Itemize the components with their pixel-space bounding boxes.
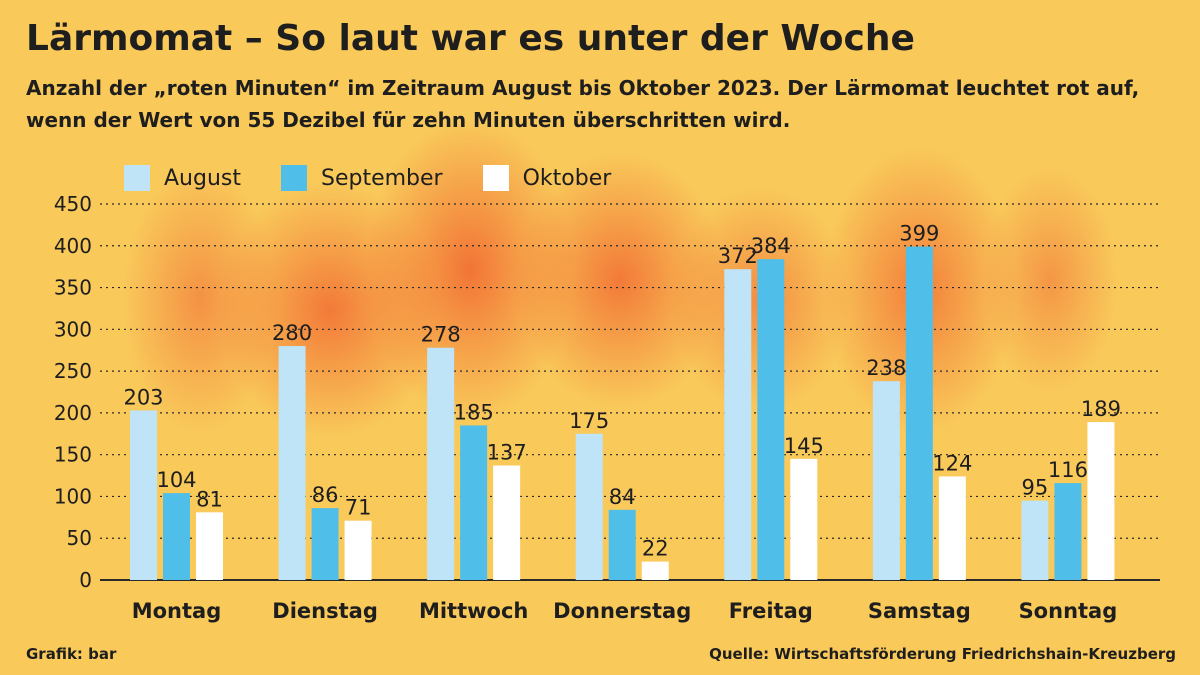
y-tick-label-200: 200 [54,401,92,425]
value-label-donnerstag-oktober: 22 [642,537,669,561]
bar-dienstag-oktober [344,520,372,580]
category-label-montag: Montag [132,599,222,623]
legend-item-september: September [281,165,443,191]
value-label-dienstag-september: 86 [312,483,339,507]
value-label-sonntag-august: 95 [1022,476,1049,500]
y-tick-label-300: 300 [54,317,92,341]
bar-sonntag-oktober [1087,422,1115,580]
bar-freitag-august [724,269,752,580]
value-label-mittwoch-september: 185 [454,400,494,424]
value-label-dienstag-oktober: 71 [345,496,372,520]
legend-swatch-oktober [482,165,509,191]
legend-swatch-august [124,165,150,191]
legend-label-september: September [321,165,443,191]
value-label-mittwoch-august: 278 [421,323,461,347]
bar-samstag-september [905,246,933,580]
value-label-montag-oktober: 81 [196,487,223,511]
category-label-dienstag: Dienstag [272,599,378,623]
bar-sonntag-september [1054,483,1082,580]
bar-montag-september [163,493,190,580]
category-label-mittwoch: Mittwoch [419,599,528,623]
y-tick-label-100: 100 [54,484,92,508]
bar-mittwoch-august [427,347,455,580]
value-label-samstag-september: 399 [899,222,939,246]
bar-freitag-september [757,259,785,580]
legend-swatch-september [281,165,307,191]
bar-dienstag-august [278,346,306,580]
y-tick-label-450: 450 [54,192,92,216]
credit: Grafik: bar [26,645,117,663]
category-label-donnerstag: Donnerstag [553,599,691,623]
legend-item-oktober: Oktober [482,165,612,191]
bar-mittwoch-oktober [493,465,521,580]
bar-donnerstag-oktober [641,561,669,580]
y-tick-label-50: 50 [67,526,92,550]
chart-subtitle: Anzahl der „roten Minuten“ im Zeitraum A… [26,76,1140,132]
bar-montag-oktober [196,512,223,580]
bar-sonntag-august [1021,500,1049,580]
bar-donnerstag-september [608,509,636,580]
y-tick-label-350: 350 [54,276,92,300]
value-label-freitag-september: 384 [751,234,791,258]
y-tick-label-400: 400 [54,234,92,258]
bar-samstag-august [872,381,900,580]
value-label-montag-september: 104 [156,468,196,492]
value-label-mittwoch-oktober: 137 [487,441,527,465]
bar-dienstag-september [311,508,339,580]
source: Quelle: Wirtschaftsförderung Friedrichsh… [709,645,1176,663]
value-label-samstag-august: 238 [866,356,906,380]
bar-samstag-oktober [938,476,966,580]
legend-item-august: August [124,165,241,191]
legend-label-august: August [164,165,241,191]
value-label-donnerstag-september: 84 [609,485,636,509]
bar-montag-august [130,410,157,580]
value-label-donnerstag-august: 175 [569,409,609,433]
value-label-sonntag-oktober: 189 [1081,397,1121,421]
value-label-sonntag-september: 116 [1048,458,1088,482]
bar-donnerstag-august [575,433,603,580]
value-label-dienstag-august: 280 [272,321,312,345]
category-label-sonntag: Sonntag [1019,599,1118,623]
value-label-montag-august: 203 [123,385,163,409]
bar-freitag-oktober [790,458,818,580]
y-tick-label-0: 0 [79,568,92,592]
value-label-freitag-august: 372 [718,244,758,268]
category-label-samstag: Samstag [868,599,971,623]
value-label-freitag-oktober: 145 [784,434,824,458]
y-tick-label-250: 250 [54,359,92,383]
bar-mittwoch-september [460,425,488,580]
category-label-freitag: Freitag [729,599,813,623]
chart-title: Lärmomat – So laut war es unter der Woch… [26,18,915,59]
legend-label-oktober: Oktober [522,165,612,191]
y-tick-label-150: 150 [54,443,92,467]
value-label-samstag-oktober: 124 [932,451,972,475]
legend: August September Oktober [124,163,651,193]
